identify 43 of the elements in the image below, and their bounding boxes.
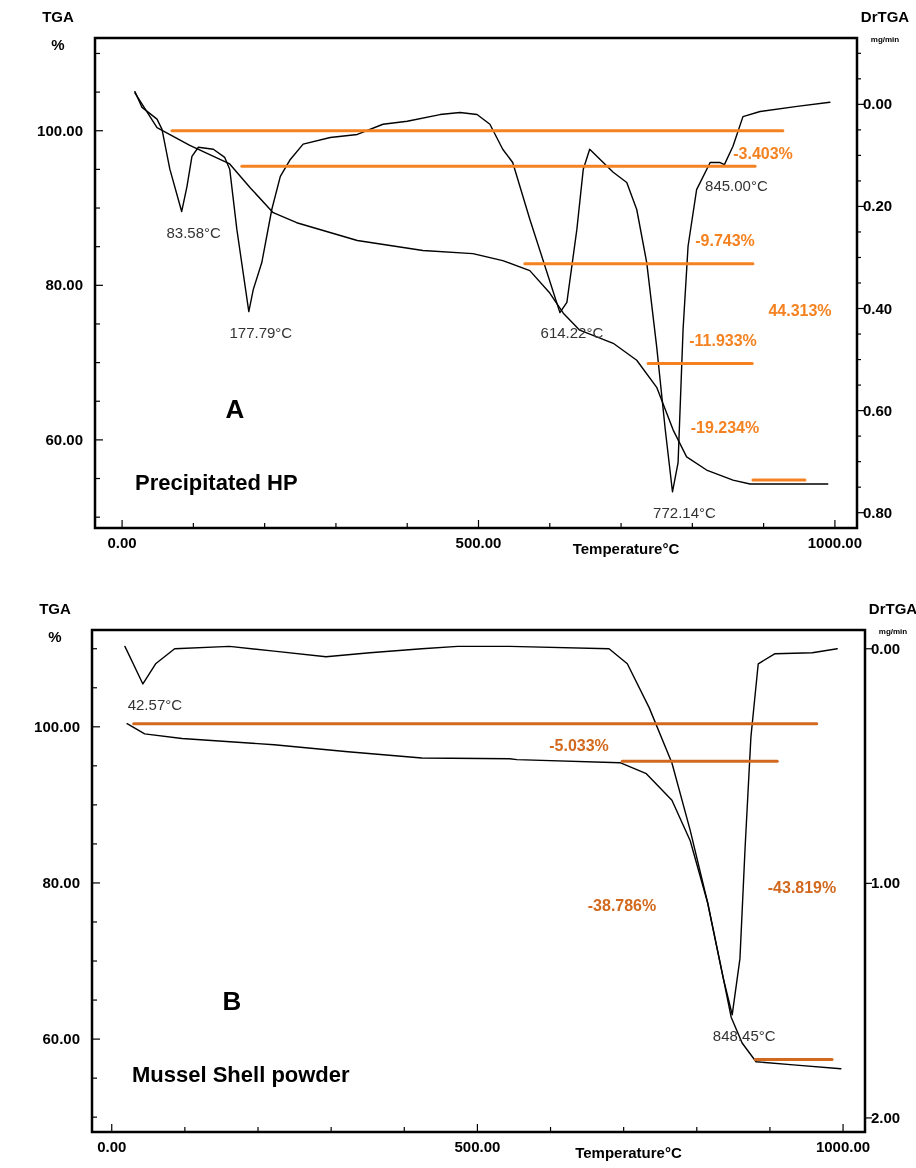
annotation: 44.313% bbox=[768, 302, 832, 319]
annotation: 42.57°C bbox=[127, 695, 183, 713]
y2-tick-label: 1.00 bbox=[871, 874, 901, 892]
annotation: 845.00°C bbox=[705, 176, 768, 194]
annotation: 83.58°C bbox=[166, 223, 222, 241]
text: Precipitated HP bbox=[135, 470, 298, 495]
y-tick-label: 80.00 bbox=[45, 276, 83, 294]
annotation: -38.786% bbox=[587, 897, 657, 914]
y-axis-title: TGA % bbox=[39, 600, 71, 645]
y-tick-label: 60.00 bbox=[42, 1030, 80, 1048]
y-tick-label: 100.00 bbox=[37, 121, 83, 139]
y2-tick-label: 2.00 bbox=[871, 1108, 901, 1126]
text: A bbox=[225, 394, 245, 424]
annotation: -9.743% bbox=[695, 232, 755, 249]
y2-axis-title: DrTGA mg/min bbox=[860, 8, 910, 44]
x-tick-label: 1000.00 bbox=[815, 1138, 871, 1155]
x-axis-title: Temperature°C bbox=[575, 1144, 682, 1161]
annotation: -19.234% bbox=[690, 419, 760, 436]
annotation: 177.79°C bbox=[229, 323, 293, 341]
y2-tick-label: 0.00 bbox=[871, 639, 901, 657]
x-tick-label: 1000.00 bbox=[807, 534, 863, 551]
y-tick-label: 80.00 bbox=[42, 873, 80, 891]
y2-tick-label: 0.00 bbox=[863, 95, 893, 113]
y2-tick-label: 0.20 bbox=[863, 197, 893, 215]
x-tick-label: 0.00 bbox=[107, 534, 137, 551]
annotation: -5.033% bbox=[549, 737, 609, 754]
x-tick-label: 0.00 bbox=[97, 1138, 127, 1155]
y-axis-title: TGA % bbox=[42, 8, 74, 53]
text: Mussel Shell powder bbox=[132, 1062, 351, 1087]
y2-tick-label: 0.40 bbox=[863, 299, 893, 317]
y2-tick-label: 0.60 bbox=[863, 401, 893, 419]
y-tick-label: 100.00 bbox=[34, 717, 80, 735]
annotation: -3.403% bbox=[733, 145, 793, 162]
annotation: 772.14°C bbox=[653, 503, 716, 521]
y2-tick-label: 0.80 bbox=[863, 503, 893, 521]
annotation: -11.933% bbox=[689, 332, 757, 349]
x-tick-label: 500.00 bbox=[454, 1138, 501, 1155]
text: B bbox=[222, 986, 242, 1016]
y-tick-label: 60.00 bbox=[45, 430, 83, 448]
annotation: -43.819% bbox=[767, 879, 837, 896]
x-tick-label: 500.00 bbox=[455, 534, 502, 551]
y2-axis-title: DrTGA mg/min bbox=[868, 600, 916, 636]
x-axis-title: Temperature°C bbox=[572, 540, 680, 557]
